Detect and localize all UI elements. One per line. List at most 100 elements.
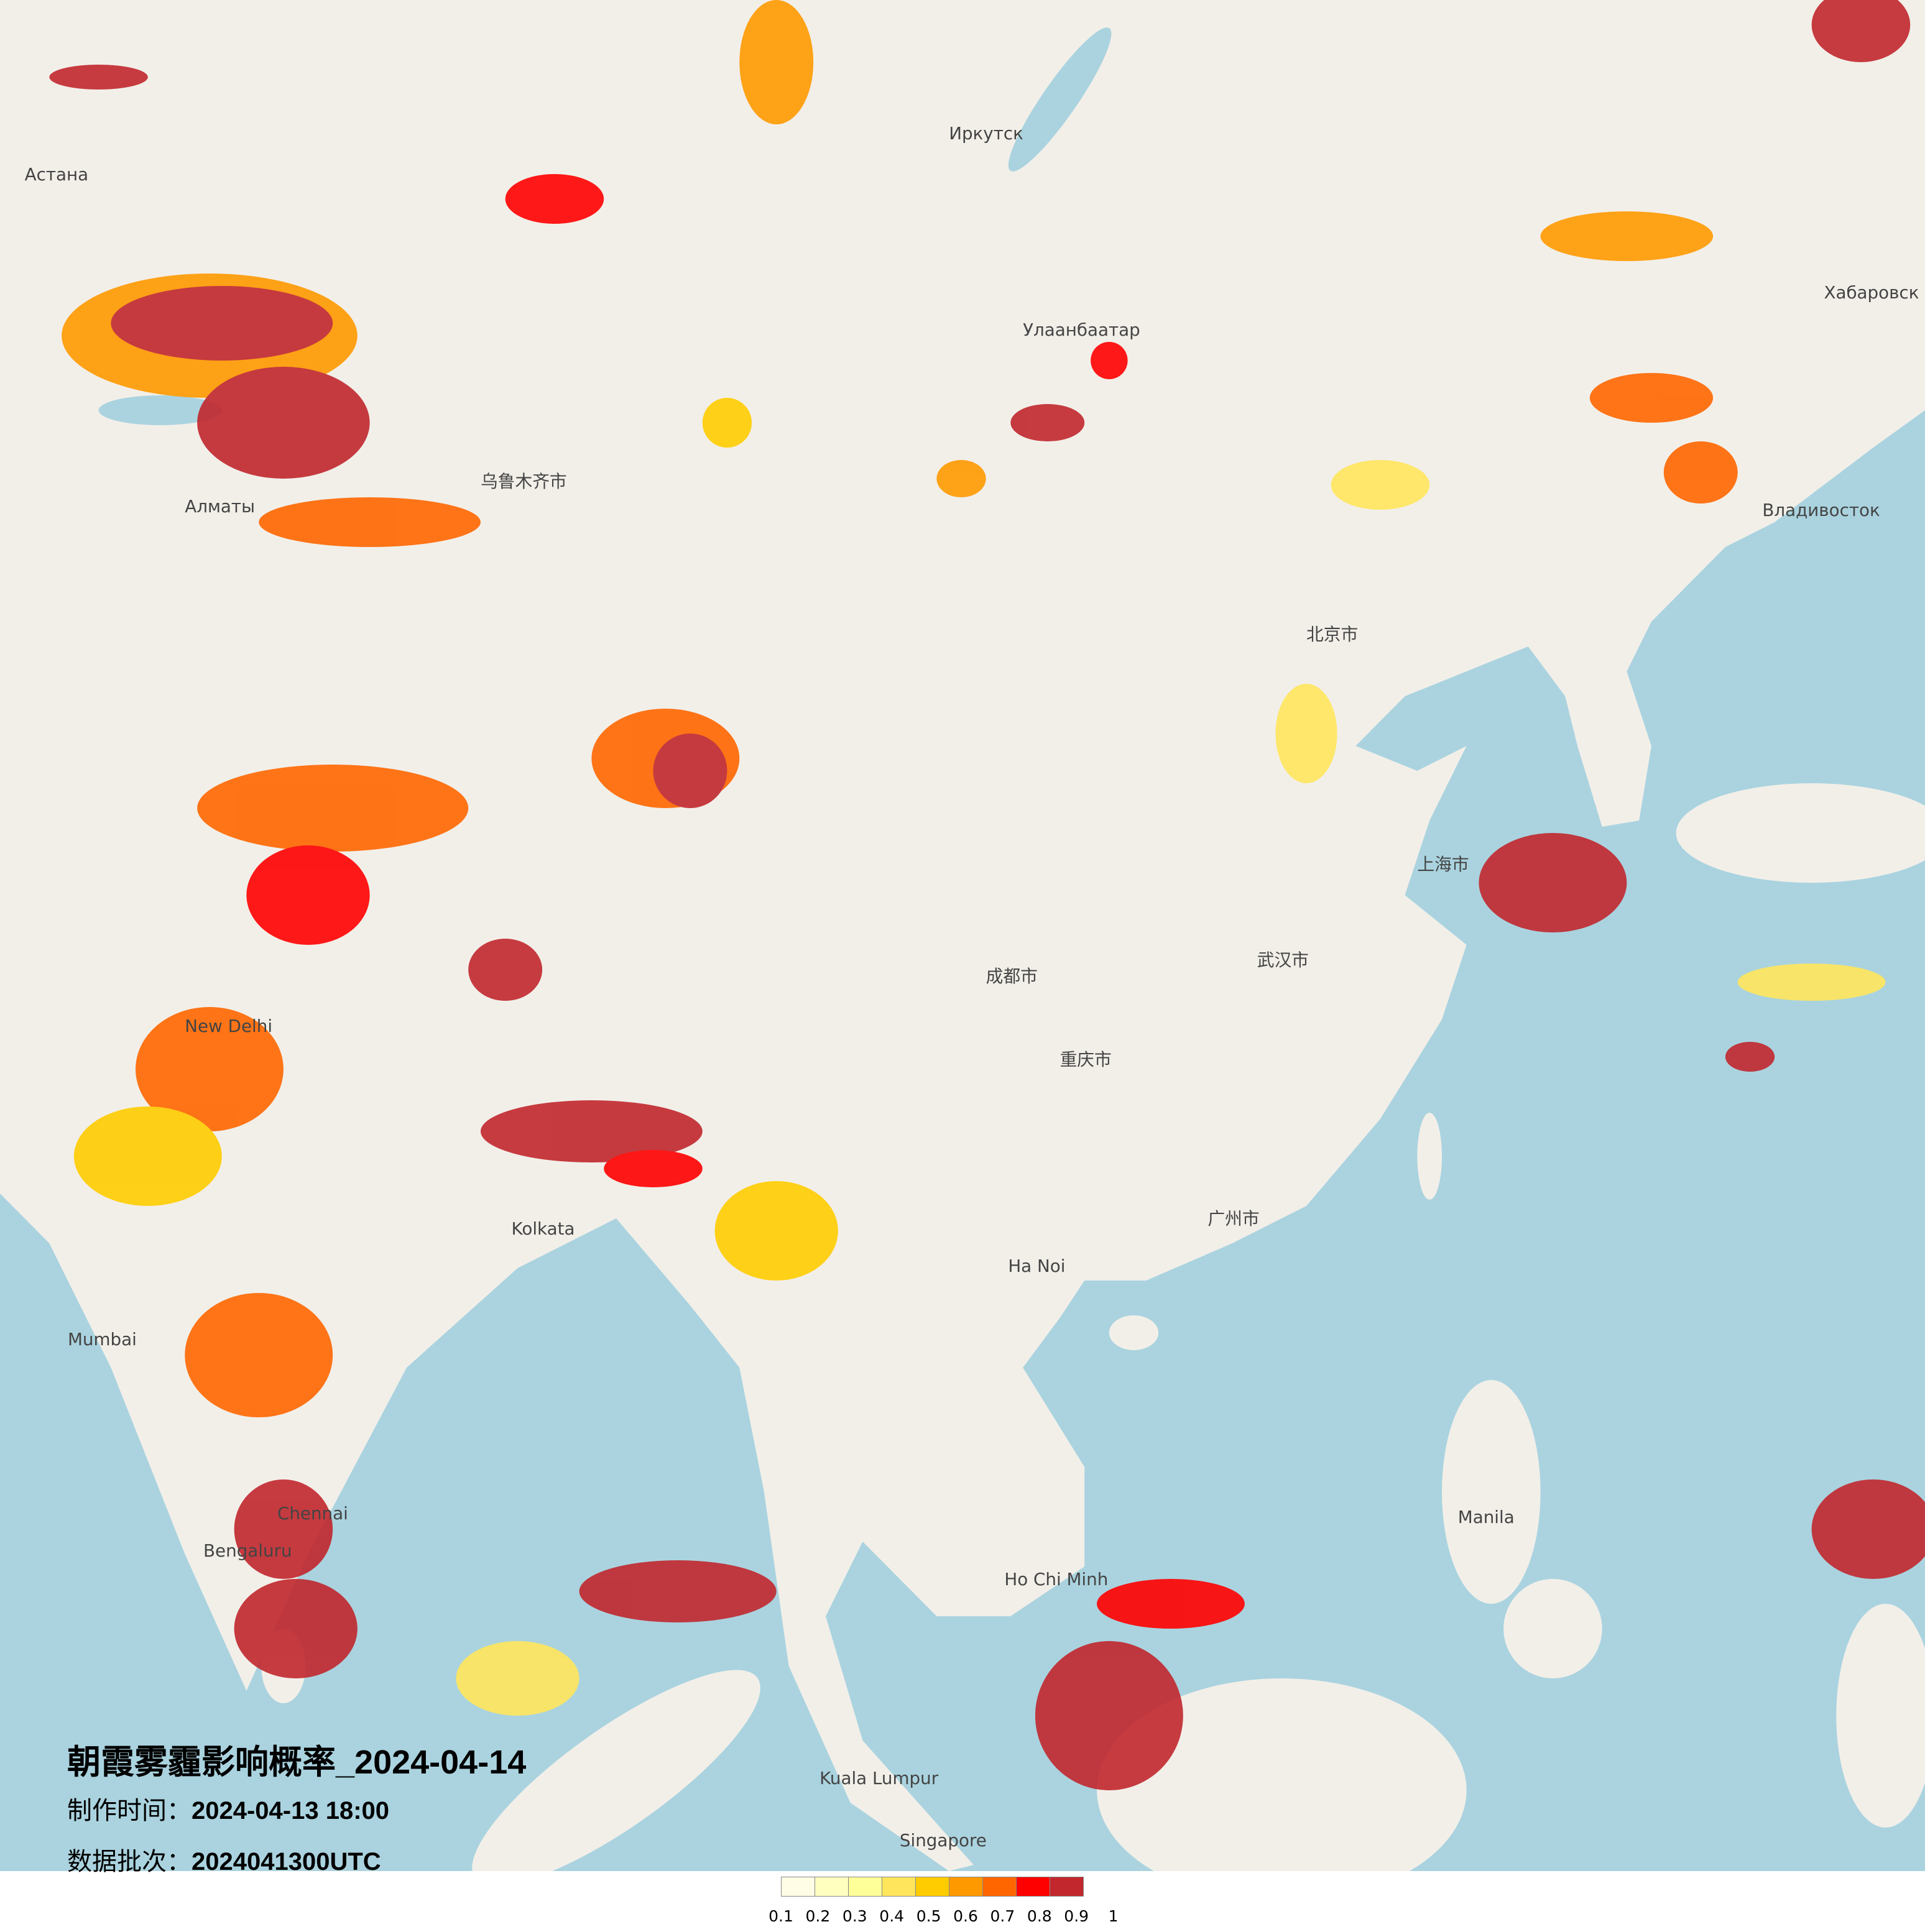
production-time-label: 制作时间： — [67, 1797, 192, 1824]
hainan — [1109, 1315, 1159, 1350]
taiwan — [1417, 1113, 1443, 1200]
probability-area — [73, 1106, 222, 1206]
legend-swatch — [1017, 1877, 1050, 1896]
probability-area — [197, 765, 469, 852]
probability-area — [1331, 460, 1430, 510]
probability-area — [197, 367, 370, 479]
place-label: Астана — [25, 164, 89, 185]
place-label: Владивосток — [1762, 500, 1880, 520]
probability-area — [1540, 211, 1714, 261]
probability-area — [1663, 441, 1738, 504]
place-label: Улаанбаатар — [1023, 320, 1140, 340]
probability-area — [653, 734, 727, 808]
place-label: Иркутск — [949, 123, 1023, 144]
legend-tick: 0.4 — [879, 1907, 905, 1925]
data-batch: 数据批次：2024041300UTC — [67, 1841, 381, 1877]
probability-area — [505, 174, 604, 224]
legend-swatch — [983, 1877, 1017, 1896]
place-label: New Delhi — [185, 1016, 272, 1036]
legend-swatch — [949, 1877, 983, 1896]
legend-tick: 0.7 — [990, 1907, 1015, 1925]
legend-swatch — [882, 1877, 916, 1896]
place-label: Ho Chi Minh — [1004, 1569, 1108, 1589]
probability-area — [49, 65, 148, 90]
probability-area — [185, 1293, 333, 1417]
mindanao — [1503, 1579, 1602, 1678]
probability-area — [246, 845, 370, 945]
probability-area — [1589, 373, 1714, 423]
probability-overlay — [49, 0, 1925, 1790]
production-time: 制作时间：2024-04-13 18:00 — [67, 1790, 389, 1826]
land — [0, 0, 1925, 1871]
place-label: 重庆市 — [1060, 1049, 1112, 1070]
probability-area — [111, 286, 333, 361]
legend-swatch — [849, 1877, 882, 1896]
probability-area — [136, 1007, 284, 1131]
place-label: Kolkata — [512, 1218, 575, 1239]
legend-tick: 0.1 — [769, 1907, 793, 1925]
place-label: Bengaluru — [203, 1540, 292, 1561]
place-label: Алматы — [185, 496, 255, 517]
color-legend — [781, 1877, 1084, 1897]
batch-value: 2024041300UTC — [192, 1848, 381, 1875]
legend-tick: 0.5 — [916, 1907, 941, 1925]
legend-swatch — [1050, 1877, 1083, 1896]
place-label: 武汉市 — [1257, 950, 1309, 970]
legend-tick: 0.8 — [1027, 1907, 1052, 1925]
probability-area — [1035, 1641, 1183, 1790]
borneo — [1097, 1678, 1467, 1871]
legend-tick: 0.2 — [805, 1907, 831, 1925]
probability-area — [1811, 1479, 1925, 1579]
japan — [1676, 783, 1925, 883]
probability-area — [579, 1560, 777, 1622]
probability-area — [1811, 0, 1911, 62]
place-label: 成都市 — [986, 966, 1038, 987]
place-label: Хабаровск — [1824, 282, 1919, 303]
legend-tick: 0.9 — [1064, 1907, 1089, 1925]
production-time-value: 2024-04-13 18:00 — [192, 1797, 390, 1824]
place-label: 乌鲁木齐市 — [481, 471, 567, 492]
probability-area — [234, 1479, 333, 1579]
place-label: Mumbai — [68, 1329, 137, 1350]
probability-area — [1091, 342, 1128, 379]
probability-area — [468, 939, 543, 1001]
lake-baikal — [1008, 27, 1112, 172]
probability-area — [1737, 964, 1886, 1001]
probability-area — [702, 398, 752, 448]
map-canvas[interactable]: Астана Алматы Улаанбаатар Иркутск 乌鲁木齐市北京市上海… — [0, 0, 1925, 1871]
batch-label: 数据批次： — [67, 1848, 192, 1875]
map-title: 朝霞雾霾影响概率_2024-04-14 — [67, 1744, 527, 1781]
legend-tick: 0.3 — [842, 1907, 867, 1925]
probability-area — [456, 1641, 579, 1716]
place-labels: Астана Алматы Улаанбаатар Иркутск 乌鲁木齐市北京市上海… — [25, 123, 1919, 1871]
legend-ticks: 0.1 0.2 0.3 0.4 0.5 0.6 0.7 0.8 0.9 1 — [769, 1907, 1169, 1928]
place-label: 北京市 — [1306, 624, 1358, 645]
legend-tick: 1 — [1108, 1907, 1119, 1925]
probability-area — [1479, 833, 1627, 932]
probability-area — [234, 1579, 358, 1678]
place-label: 上海市 — [1417, 854, 1469, 875]
lake-balkhash — [98, 395, 222, 425]
probability-area — [1097, 1579, 1245, 1629]
place-label: Chennai — [277, 1503, 348, 1524]
probability-area — [739, 0, 814, 124]
probability-area — [604, 1150, 703, 1187]
luzon — [1442, 1380, 1541, 1604]
legend-swatch — [916, 1877, 949, 1896]
probability-area — [259, 497, 481, 547]
legend-swatch — [815, 1877, 849, 1896]
legend-swatch — [782, 1877, 815, 1896]
place-label: Singapore — [900, 1830, 987, 1851]
probability-area — [1725, 1042, 1775, 1072]
sulawesi — [1836, 1604, 1925, 1828]
probability-area — [1275, 684, 1337, 783]
sumatra — [472, 1670, 760, 1871]
place-label: Ha Noi — [1008, 1256, 1065, 1276]
place-label: Borneo — [1232, 1867, 1294, 1871]
place-label: 广州市 — [1207, 1208, 1259, 1229]
legend-tick: 0.6 — [953, 1907, 978, 1925]
probability-area — [481, 1100, 703, 1162]
place-label: Manila — [1458, 1507, 1515, 1527]
probability-area — [1010, 404, 1085, 441]
probability-area — [714, 1181, 838, 1281]
